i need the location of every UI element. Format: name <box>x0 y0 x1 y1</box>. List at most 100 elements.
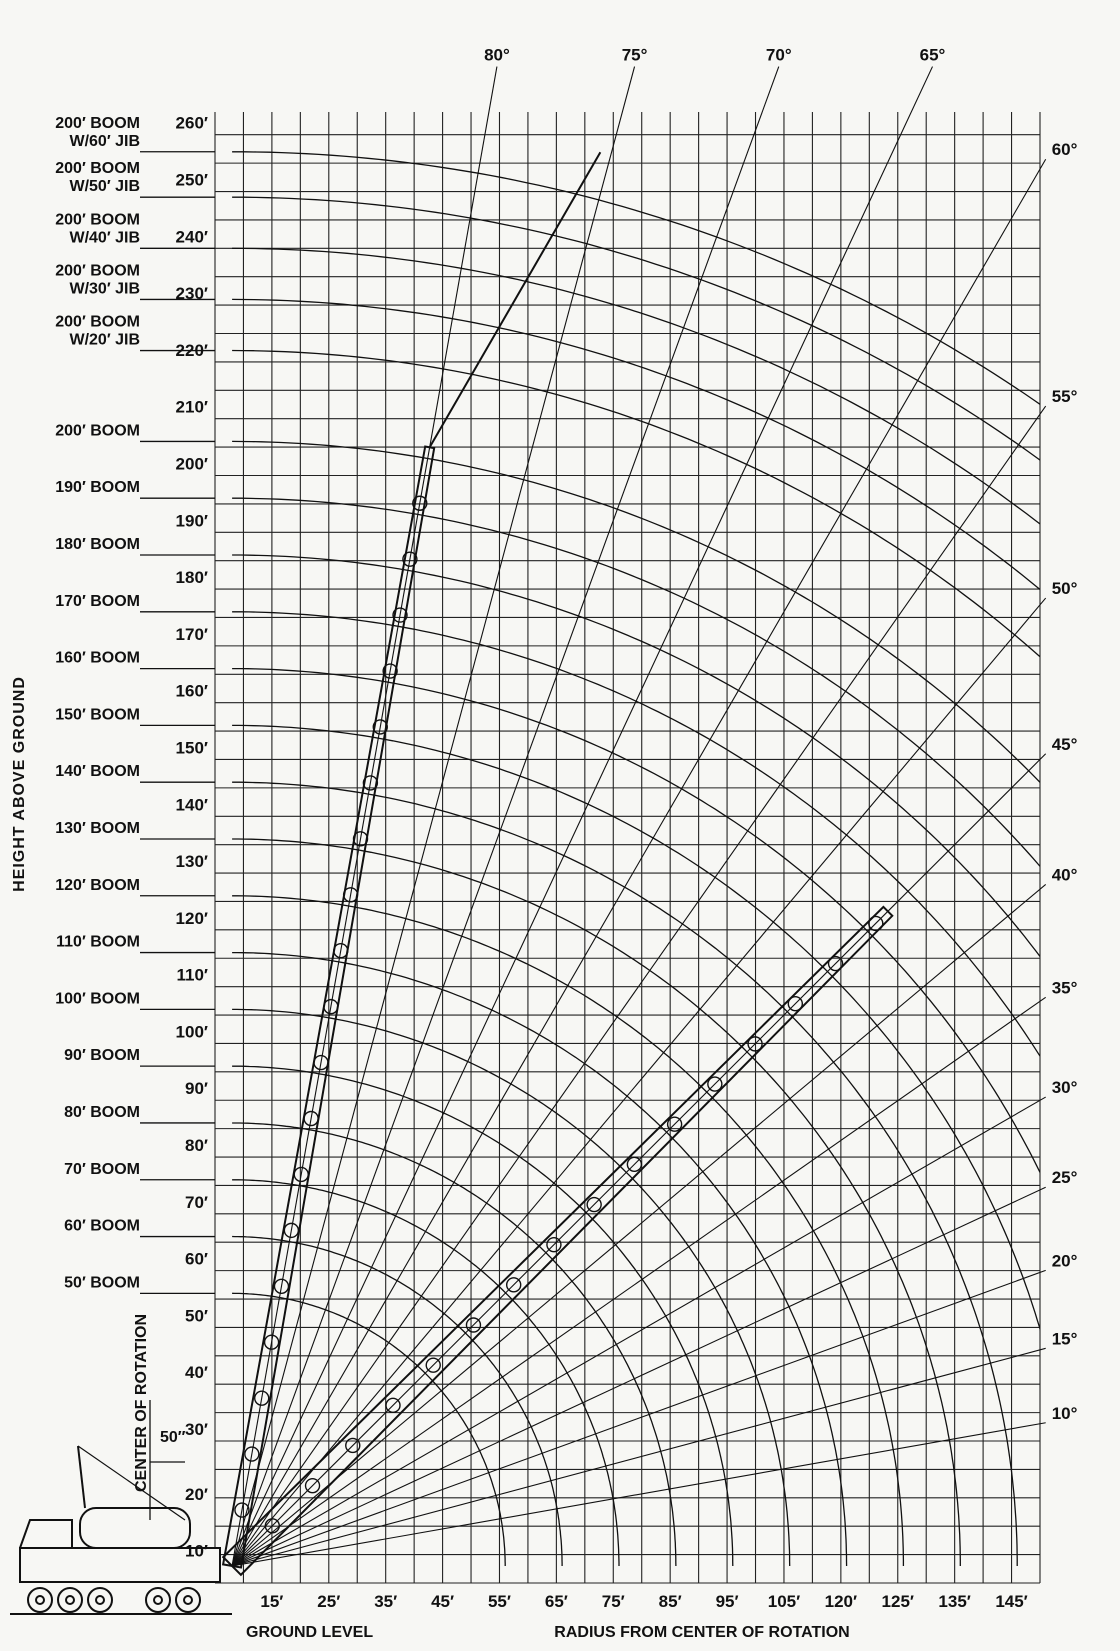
y-tick-label: 210′ <box>176 398 208 417</box>
boom-80-degree-joint <box>293 1166 309 1183</box>
y-tick-label: 170′ <box>176 625 208 644</box>
x-tick-label: 85′ <box>659 1592 682 1611</box>
wheel <box>27 1587 53 1613</box>
boom-label-leaders <box>140 151 215 1294</box>
boom-80-degree-joint <box>244 1446 260 1462</box>
y-tick-label: 160′ <box>176 682 208 701</box>
boom-80-degree-joint <box>263 1334 280 1350</box>
boom-80-degree-joint <box>412 495 428 511</box>
boom-45-degree-joint <box>747 1036 763 1052</box>
boom-45-degree-joint <box>546 1236 562 1253</box>
boom-80-degree-joint <box>283 1222 300 1239</box>
crane-housing <box>79 1507 191 1549</box>
boom-80-degree-joint <box>273 1278 290 1294</box>
boom-45-degree-joint <box>827 955 844 972</box>
boom-80-degree-joint <box>323 998 339 1015</box>
wheel <box>145 1587 171 1613</box>
boom-length-label: 200′ BOOM <box>55 422 140 439</box>
angle-label: 30° <box>1052 1078 1078 1097</box>
y-tick-label: 240′ <box>176 227 208 246</box>
wheel <box>87 1587 113 1613</box>
x-tick-label: 65′ <box>545 1592 568 1611</box>
boom-45-degree-joint <box>505 1277 522 1293</box>
boom-length-label: 200′ BOOM <box>55 314 140 331</box>
offset-label: 50″ <box>160 1429 186 1446</box>
boom-length-label: 130′ BOOM <box>55 820 140 837</box>
y-tick-label: 200′ <box>176 454 208 473</box>
carrier-body <box>19 1547 221 1583</box>
angle-label: 65° <box>920 46 946 65</box>
boom-80-degree-joint <box>372 719 388 735</box>
boom-80-degree-joint <box>382 663 398 679</box>
y-tick-label: 150′ <box>176 738 208 757</box>
wheel-hub <box>65 1595 75 1605</box>
boom-length-label: 200′ BOOM <box>55 115 140 132</box>
boom-length-label: 180′ BOOM <box>55 536 140 553</box>
boom-length-label: W/60′ JIB <box>69 133 140 150</box>
x-tick-label: 95′ <box>716 1592 739 1611</box>
angle-line <box>231 405 1047 1567</box>
boom-length-label: 60′ BOOM <box>64 1218 140 1235</box>
angle-label: 25° <box>1052 1168 1078 1187</box>
boom-length-arc <box>232 497 1040 868</box>
boom-45-degree <box>221 905 894 1577</box>
angle-line <box>231 884 1047 1567</box>
y-tick-labels: 10′ 20′ 30′ 40′ 50′ 60′ 70′ 80′ 90′ 100′ 110′ 120′ 1… <box>176 114 208 1561</box>
angle-label: 40° <box>1052 865 1078 884</box>
boom-45-degree-joint <box>707 1076 723 1092</box>
boom-45-degree-joint <box>304 1477 321 1494</box>
boom-length-arc <box>232 196 1040 461</box>
y-tick-label: 100′ <box>176 1022 208 1041</box>
x-tick-label: 55′ <box>488 1592 511 1611</box>
boom-length-label: W/40′ JIB <box>69 229 140 246</box>
y-tick-label: 40′ <box>185 1363 208 1382</box>
angle-line <box>231 1096 1046 1567</box>
boom-length-label: 90′ BOOM <box>64 1047 140 1064</box>
wheel <box>175 1587 201 1613</box>
angle-label: 35° <box>1052 978 1078 997</box>
boom-length-label: 160′ BOOM <box>55 650 140 667</box>
y-axis-title: HEIGHT ABOVE GROUND <box>11 676 28 892</box>
x-tick-label: 120′ <box>825 1592 857 1611</box>
boom-45-degree-joint <box>345 1437 361 1454</box>
boom-length-label: 200′ BOOM <box>55 160 140 177</box>
boom-length-label: W/30′ JIB <box>69 280 140 297</box>
angle-label: 80° <box>484 46 510 65</box>
y-tick-label: 220′ <box>176 341 208 360</box>
x-tick-label: 45′ <box>431 1592 454 1611</box>
boom-80-degree-joint <box>392 607 408 623</box>
angle-line <box>231 66 933 1567</box>
angle-line <box>231 158 1047 1567</box>
boom-length-label: 110′ BOOM <box>56 934 140 951</box>
boom-length-label: 170′ BOOM <box>55 593 140 610</box>
angle-label: 20° <box>1052 1251 1078 1270</box>
boom-45-degree-joint <box>868 915 884 932</box>
y-tick-label: 260′ <box>176 114 208 133</box>
boom-80-degree-joint <box>303 1110 319 1127</box>
angle-line <box>231 1186 1046 1567</box>
x-tick-label: 35′ <box>374 1592 397 1611</box>
wheel <box>57 1587 83 1613</box>
y-tick-label: 90′ <box>185 1079 208 1098</box>
y-tick-label: 30′ <box>185 1420 208 1439</box>
angle-line <box>231 1347 1046 1567</box>
boom-length-label: 100′ BOOM <box>55 990 140 1007</box>
boom-45-degree-joint <box>787 996 804 1012</box>
y-tick-label: 130′ <box>176 852 208 871</box>
boom-80-degree-joint <box>313 1054 329 1071</box>
boom-length-label: W/20′ JIB <box>69 332 140 349</box>
boom-drawings <box>221 151 894 1577</box>
angle-line <box>231 66 780 1567</box>
boom-length-label: 190′ BOOM <box>55 479 140 496</box>
x-tick-label: 25′ <box>317 1592 340 1611</box>
boom-45-degree-joint <box>586 1196 602 1213</box>
x-tick-label: 105′ <box>768 1592 800 1611</box>
ground-level-label: GROUND LEVEL <box>246 1624 373 1641</box>
y-tick-label: 190′ <box>176 511 208 530</box>
boom-length-label: W/50′ JIB <box>69 178 140 195</box>
carrier-cab <box>19 1519 73 1549</box>
boom-length-arc <box>232 151 1040 406</box>
boom-length-arc <box>232 611 1040 1058</box>
boom-80-degree-joint <box>352 831 369 847</box>
